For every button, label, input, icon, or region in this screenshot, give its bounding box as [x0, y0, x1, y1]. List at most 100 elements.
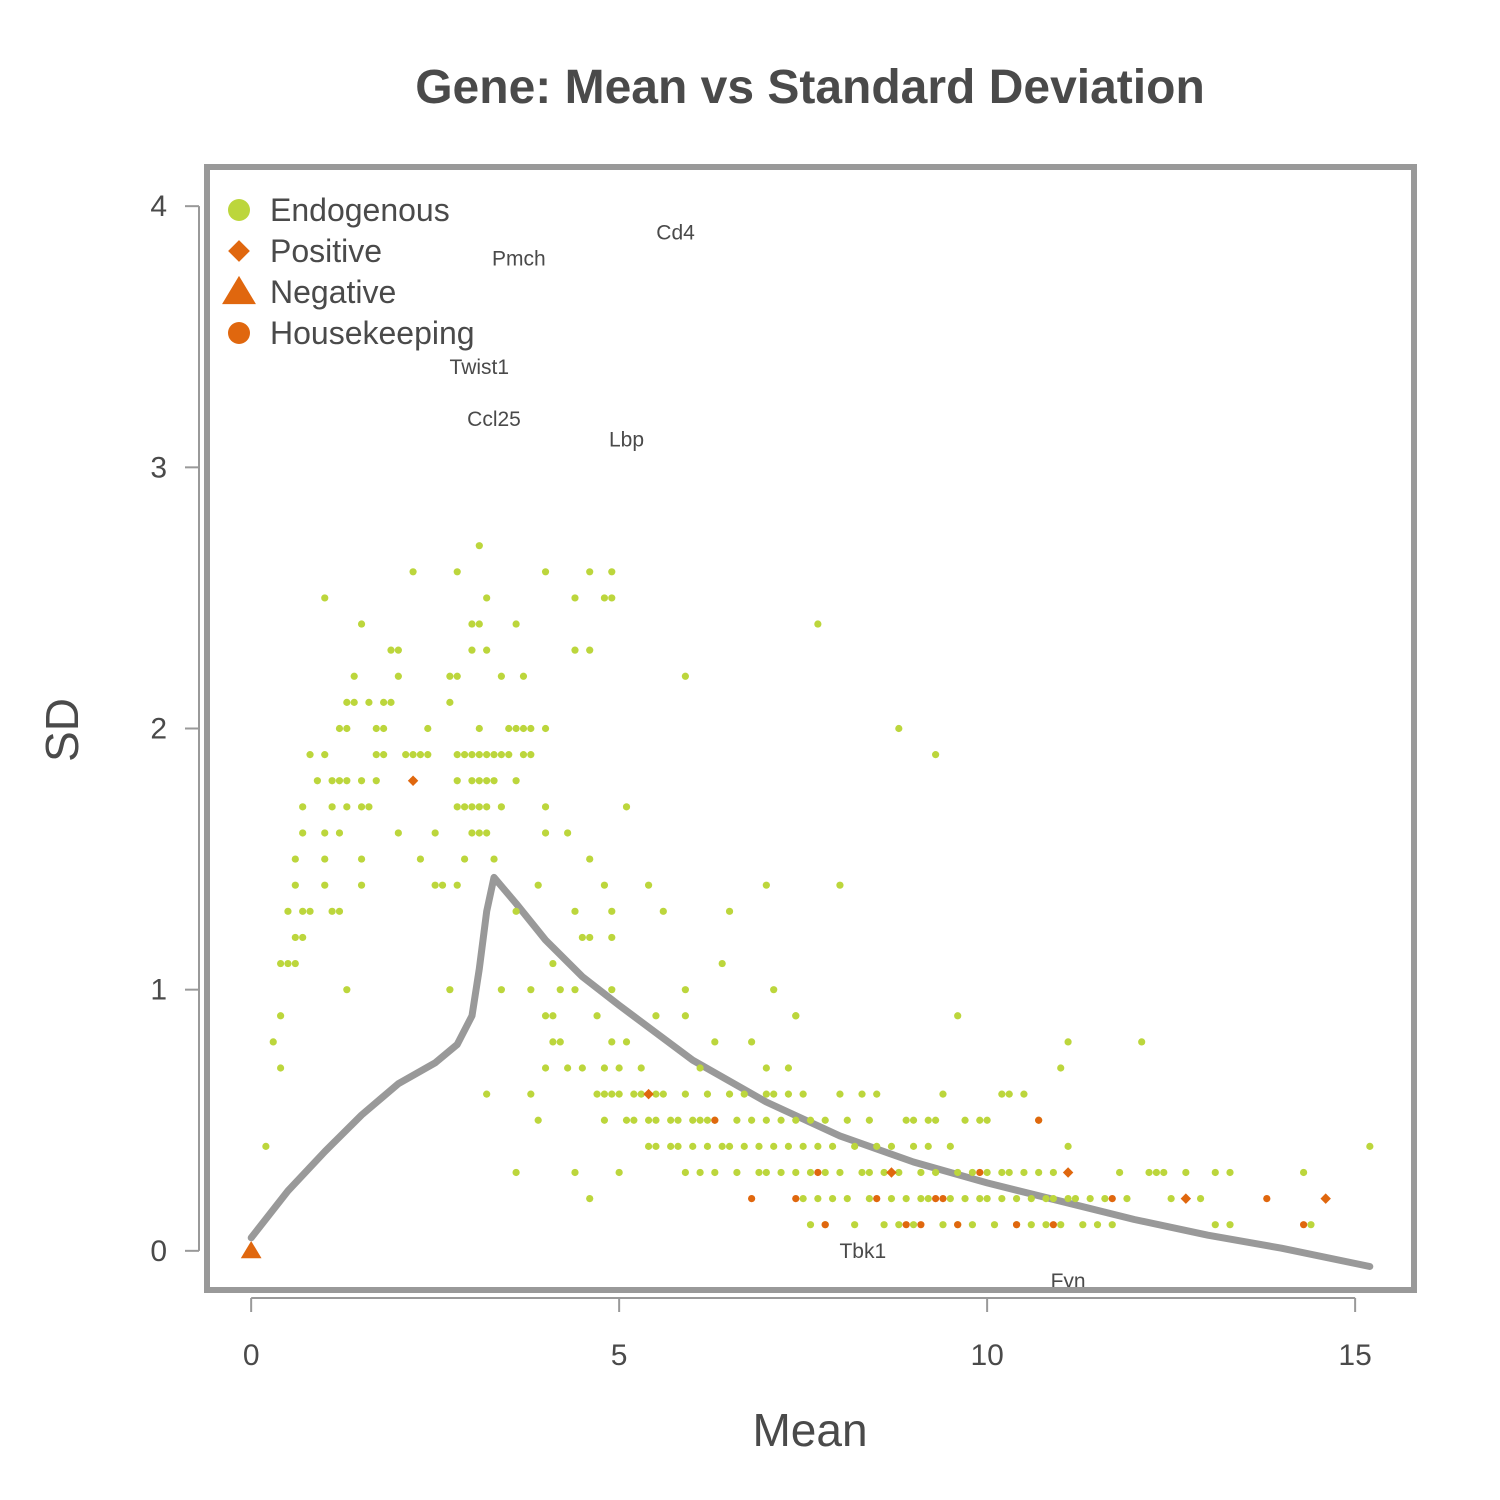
endogenous-point	[1079, 1221, 1087, 1229]
endogenous-point	[350, 698, 358, 706]
endogenous-point	[909, 1142, 918, 1150]
y-tick-label: 2	[150, 713, 167, 746]
endogenous-point	[608, 907, 616, 915]
endogenous-point	[644, 1116, 653, 1124]
endogenous-point	[814, 620, 822, 628]
endogenous-point	[696, 1064, 704, 1072]
endogenous-point	[762, 1090, 770, 1098]
endogenous-point	[276, 1064, 285, 1072]
housekeeping-point	[821, 1221, 829, 1229]
endogenous-point	[483, 646, 491, 654]
endogenous-point	[541, 1012, 550, 1020]
endogenous-point	[652, 1116, 660, 1124]
endogenous-point	[990, 1221, 999, 1229]
endogenous-point	[615, 1064, 623, 1072]
endogenous-point	[313, 777, 321, 785]
endogenous-point	[299, 803, 307, 811]
endogenous-point	[549, 1012, 557, 1020]
endogenous-point	[976, 1194, 984, 1203]
endogenous-point	[416, 855, 425, 863]
endogenous-point	[858, 1168, 866, 1177]
endogenous-point	[725, 907, 734, 915]
endogenous-point	[321, 751, 329, 759]
endogenous-point	[939, 1090, 947, 1098]
endogenous-point	[416, 751, 425, 759]
endogenous-point	[541, 724, 550, 733]
endogenous-point	[402, 751, 410, 759]
y-tick-label: 1	[150, 974, 167, 1007]
endogenous-point	[733, 1168, 741, 1177]
endogenous-point	[784, 1090, 793, 1098]
y-tick-label: 0	[150, 1235, 167, 1268]
endogenous-point	[468, 620, 476, 628]
endogenous-point	[917, 1194, 925, 1203]
endogenous-point	[475, 620, 483, 628]
endogenous-point	[438, 881, 447, 889]
endogenous-point	[505, 724, 513, 733]
endogenous-point	[770, 1090, 778, 1098]
endogenous-point	[284, 959, 292, 968]
endogenous-point	[681, 986, 689, 994]
endogenous-point	[1093, 1221, 1102, 1229]
y-axis: 0 1 2 3 4	[150, 190, 200, 1268]
endogenous-point	[1020, 1090, 1028, 1098]
endogenous-point	[689, 1116, 697, 1124]
endogenous-point	[1182, 1168, 1190, 1177]
endogenous-point	[762, 881, 770, 889]
endogenous-point	[681, 1168, 689, 1177]
endogenous-point	[380, 724, 388, 733]
endogenous-point	[1300, 1168, 1308, 1177]
endogenous-point	[564, 1064, 572, 1072]
endogenous-point	[718, 959, 726, 968]
legend-marker-negative	[222, 275, 256, 305]
endogenous-point	[608, 568, 616, 576]
endogenous-point	[409, 568, 417, 576]
endogenous-point	[1027, 1221, 1035, 1229]
endogenous-point	[615, 1090, 623, 1098]
endogenous-point	[321, 855, 329, 863]
endogenous-point	[755, 1168, 763, 1177]
endogenous-point	[600, 594, 609, 602]
endogenous-point	[895, 724, 903, 733]
endogenous-point	[453, 803, 461, 811]
endogenous-point	[836, 1090, 844, 1098]
endogenous-point	[1086, 1194, 1094, 1203]
endogenous-point	[527, 751, 535, 759]
endogenous-point	[608, 594, 616, 602]
endogenous-point	[541, 829, 550, 837]
endogenous-point	[630, 1116, 638, 1124]
endogenous-point	[880, 1168, 888, 1177]
legend-marker-positive	[228, 240, 250, 262]
positive-point	[886, 1167, 897, 1178]
endogenous-point	[968, 1168, 977, 1177]
endogenous-point	[519, 672, 528, 680]
endogenous-point	[291, 881, 299, 889]
endogenous-point	[321, 881, 329, 889]
endogenous-point	[1027, 1194, 1035, 1203]
negative-point	[240, 1240, 262, 1259]
endogenous-point	[777, 1116, 785, 1124]
endogenous-point	[954, 1012, 962, 1020]
endogenous-point	[468, 751, 476, 759]
endogenous-point	[939, 1221, 947, 1229]
endogenous-point	[284, 907, 292, 915]
endogenous-point	[637, 1064, 645, 1072]
endogenous-point	[718, 1142, 726, 1150]
endogenous-point	[519, 724, 528, 733]
legend-marker-housekeeping	[228, 322, 250, 344]
endogenous-point	[954, 1168, 962, 1177]
endogenous-point	[424, 751, 432, 759]
endogenous-point	[394, 672, 402, 680]
endogenous-point	[424, 724, 432, 733]
endogenous-point	[483, 1090, 491, 1098]
endogenous-point	[468, 829, 476, 837]
endogenous-point	[630, 1090, 638, 1098]
point-label-pmch: Pmch	[492, 247, 546, 270]
endogenous-point	[1160, 1168, 1168, 1177]
endogenous-point	[644, 1142, 653, 1150]
endogenous-point	[1064, 1142, 1072, 1150]
endogenous-point	[821, 1168, 829, 1177]
endogenous-point	[968, 1221, 977, 1229]
endogenous-point	[483, 751, 491, 759]
